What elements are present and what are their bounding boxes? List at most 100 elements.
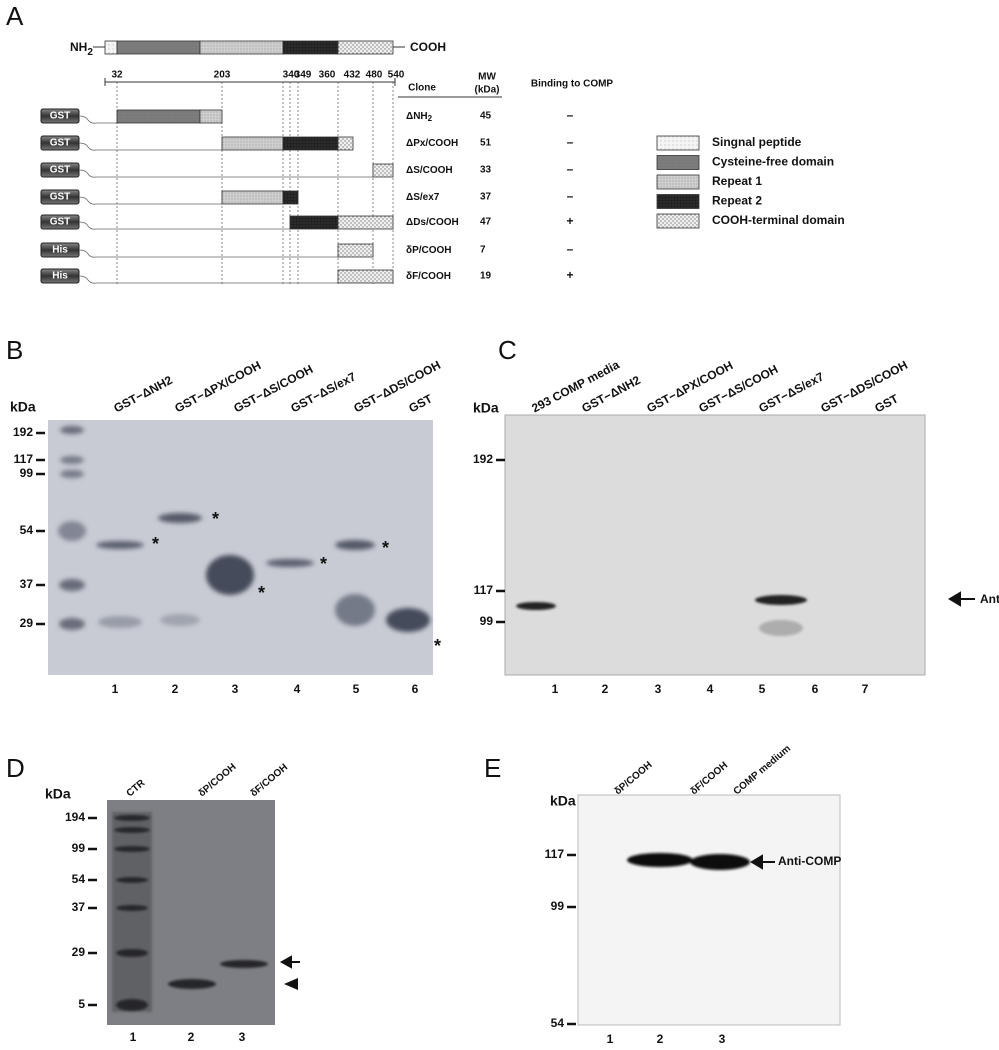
marker-label: 99 — [480, 614, 494, 628]
tag-label: His — [52, 245, 68, 256]
legend-label: COOH-terminal domain — [712, 213, 845, 227]
tag-label: GST — [50, 165, 71, 176]
marker-label: 194 — [65, 810, 85, 824]
mw-value: 33 — [480, 165, 492, 176]
legend-swatch — [656, 194, 700, 209]
arrow — [750, 854, 775, 870]
linker — [78, 169, 373, 178]
clone-name: ΔS/COOH — [406, 165, 453, 176]
legend-label: Repeat 2 — [712, 194, 762, 208]
marker-label: 29 — [72, 945, 86, 959]
col-clone: Clone — [408, 83, 436, 94]
asterisk: * — [212, 509, 219, 529]
marker-label: 99 — [551, 899, 565, 913]
legend-swatch — [656, 155, 700, 170]
mw-value: 45 — [480, 111, 492, 122]
clone-label: ΔS/ex7 — [406, 192, 440, 203]
marker-label: 37 — [20, 577, 34, 591]
col-binding: Binding to COMP — [531, 79, 614, 90]
clone-label: δF/COOH — [406, 271, 451, 282]
legend-swatch — [656, 213, 700, 229]
col-mw: MW — [478, 72, 496, 83]
domain — [372, 163, 394, 178]
lane-header: GST−ΔDS/COOH — [818, 358, 910, 416]
unit-label: kDa — [473, 400, 499, 416]
binding-value: + — [566, 268, 573, 282]
asterisk: * — [320, 554, 327, 574]
lane-header: GST — [406, 391, 435, 415]
binding-value: – — [567, 162, 574, 176]
asterisk: * — [258, 583, 265, 603]
clone-label: ΔDs/COOH — [406, 217, 459, 228]
marker-label: 54 — [551, 1016, 565, 1030]
arrow — [948, 591, 975, 607]
lane-header: δF/COOH — [689, 760, 731, 797]
clone-label: ΔPx/COOH — [406, 138, 458, 149]
unit-label: kDa — [550, 793, 576, 809]
position-label: 540 — [388, 70, 405, 81]
domain — [221, 190, 284, 205]
domain — [199, 109, 223, 124]
legend-label: Cysteine-free domain — [712, 155, 834, 169]
binding-value: – — [567, 108, 574, 122]
arrowhead — [284, 978, 298, 990]
marker-label: 54 — [20, 523, 34, 537]
domain — [289, 215, 339, 230]
lane-number: 3 — [655, 682, 662, 696]
clone-name: ΔNH — [406, 111, 428, 122]
mw-value: 51 — [480, 138, 492, 149]
lane-header: δF/COOH — [249, 762, 291, 799]
position-label: 340 — [283, 70, 300, 81]
mw-value: 7 — [480, 245, 486, 256]
lane-header: CTR — [125, 777, 148, 799]
clone-name: ΔDs/COOH — [406, 217, 459, 228]
legend-swatch — [656, 135, 700, 151]
lane-number: 3 — [239, 1030, 246, 1044]
lane-number: 4 — [707, 682, 714, 696]
panel-label: E — [484, 753, 501, 783]
position-label: 32 — [111, 70, 123, 81]
asterisk: * — [152, 534, 159, 554]
clone-label: ΔNH2 — [406, 111, 433, 123]
nh-sub: 2 — [87, 47, 93, 58]
panel-label: A — [6, 1, 24, 31]
tag-label: His — [52, 271, 68, 282]
domain — [337, 269, 394, 284]
arrow — [279, 955, 300, 969]
linker — [78, 196, 222, 205]
lane-number: 1 — [607, 1032, 614, 1046]
marker-label: 192 — [473, 452, 493, 466]
lane-header: 293 COMP media — [529, 357, 622, 415]
cooh-label: COOH — [410, 40, 446, 54]
clone-label: δP/COOH — [406, 245, 452, 256]
marker-label: 192 — [13, 425, 33, 439]
domain — [221, 136, 284, 151]
asterisk: * — [382, 538, 389, 558]
nh2-label: NH2 — [70, 40, 93, 57]
nh-text: NH — [70, 40, 87, 54]
gel — [504, 414, 926, 676]
marker-label: 54 — [72, 872, 86, 886]
marker-label: 117 — [545, 847, 565, 861]
lane-header: δP/COOH — [613, 760, 655, 798]
marker-label: 99 — [72, 841, 86, 855]
linker — [78, 142, 222, 151]
lane-number: 3 — [719, 1032, 726, 1046]
annotation: Anti-COMP — [980, 592, 999, 606]
lane-number: 5 — [353, 682, 360, 696]
mw-value: 19 — [480, 271, 492, 282]
lane-number: 4 — [294, 682, 301, 696]
domain — [337, 136, 354, 151]
lane-number: 3 — [232, 682, 239, 696]
lane-header: GST−ΔNH2 — [111, 373, 175, 416]
position-label: 480 — [366, 70, 383, 81]
marker-label: 99 — [20, 466, 34, 480]
linker — [78, 249, 338, 258]
tag-label: GST — [50, 111, 71, 122]
unit-label: kDa — [45, 786, 71, 802]
annotation: Anti-COMP — [778, 854, 841, 868]
lane-number: 2 — [657, 1032, 664, 1046]
lane-number: 6 — [412, 682, 419, 696]
linker — [78, 221, 290, 230]
